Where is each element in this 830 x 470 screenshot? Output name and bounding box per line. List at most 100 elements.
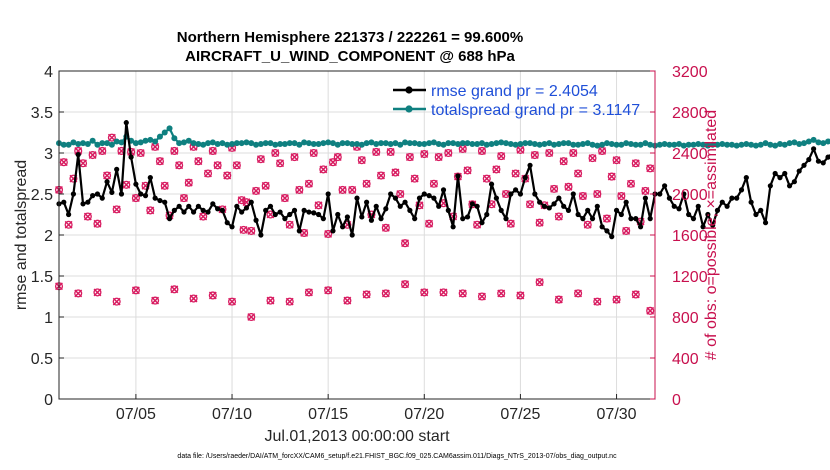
obs-assimilated-marker — [598, 147, 607, 155]
totalspread-point — [233, 140, 240, 147]
obs-possible-marker — [569, 148, 578, 158]
rmse-point — [724, 203, 730, 209]
obs-possible-marker — [612, 156, 621, 165]
obs-assimilated-marker — [612, 156, 621, 165]
obs-possible-marker — [444, 148, 453, 158]
rmse-point — [474, 203, 480, 209]
rmse-point — [618, 211, 624, 218]
obs-possible-marker — [184, 178, 193, 187]
obs-assimilated-marker — [160, 181, 169, 190]
obs-count-marker — [593, 189, 602, 199]
rmse-point — [229, 224, 235, 230]
legend-rmse-marker — [405, 86, 413, 94]
totalspread-point — [570, 141, 577, 148]
obs-possible-marker — [232, 161, 241, 170]
obs-count-marker — [59, 158, 68, 167]
totalspread-point — [469, 140, 476, 147]
totalspread-point — [474, 140, 481, 147]
obs-assimilated-marker — [631, 290, 640, 299]
obs-count-marker — [646, 164, 655, 173]
rmse-point — [114, 166, 120, 172]
obs-count-marker — [511, 169, 520, 178]
totalspread-point — [459, 140, 466, 147]
obs-possible-marker — [401, 280, 410, 289]
totalspread-point — [772, 142, 779, 149]
rmse-point — [546, 205, 552, 211]
obs-assimilated-marker — [550, 184, 558, 193]
totalspread-point — [243, 139, 250, 146]
totalspread-point — [80, 140, 87, 147]
rmse-point — [657, 191, 663, 197]
totalspread-point — [195, 140, 202, 147]
totalspread-point — [637, 141, 644, 148]
totalspread-point — [642, 140, 649, 147]
rmse-point — [508, 191, 514, 197]
obs-count-marker — [401, 239, 410, 248]
rmse-point — [565, 207, 572, 213]
totalspread-point — [690, 141, 697, 148]
rmse-point — [479, 220, 485, 226]
rmse-point — [637, 224, 644, 230]
totalspread-point — [632, 141, 639, 148]
totalspread-point — [171, 135, 178, 142]
obs-count-marker — [324, 229, 333, 239]
totalspread-point — [464, 140, 471, 147]
totalspread-point — [147, 136, 154, 143]
obs-count-marker — [530, 151, 539, 160]
rmse-point — [224, 220, 230, 226]
obs-assimilated-marker — [156, 157, 164, 166]
obs-assimilated-marker — [593, 297, 602, 306]
obs-assimilated-marker — [612, 295, 621, 304]
totalspread-point — [214, 140, 221, 147]
totalspread-point — [555, 140, 562, 147]
obs-assimilated-marker — [79, 159, 87, 168]
obs-possible-marker — [434, 153, 443, 162]
obs-count-marker — [434, 153, 443, 162]
obs-assimilated-marker — [607, 172, 616, 181]
obs-assimilated-marker — [170, 285, 179, 294]
obs-assimilated-marker — [64, 220, 73, 229]
rmse-point — [772, 170, 778, 177]
rmse-point — [440, 187, 447, 193]
totalspread-point — [296, 141, 303, 148]
rmse-point — [195, 203, 201, 209]
x-tick-label: 07/20 — [404, 406, 444, 423]
rmse-point — [66, 211, 72, 218]
obs-assimilated-marker — [151, 142, 160, 151]
rmse-point — [541, 203, 548, 209]
rmse-point — [825, 154, 830, 160]
obs-possible-marker — [290, 153, 299, 162]
obs-count-marker — [425, 219, 434, 228]
totalspread-point — [728, 141, 735, 148]
obs-count-marker — [247, 312, 256, 322]
obs-assimilated-marker — [516, 145, 525, 154]
totalspread-point — [257, 140, 264, 147]
obs-assimilated-marker — [545, 149, 554, 157]
totalspread-point — [238, 140, 245, 147]
totalspread-point — [75, 140, 82, 147]
totalspread-point — [810, 136, 817, 143]
right-tick-label: 800 — [672, 310, 699, 327]
obs-count-marker — [516, 291, 525, 300]
right-tick-label: 2400 — [672, 146, 708, 163]
totalspread-point — [430, 139, 437, 146]
obs-assimilated-marker — [247, 313, 256, 321]
obs-possible-marker — [550, 184, 559, 193]
rmse-point — [609, 234, 615, 240]
obs-count-marker — [227, 297, 237, 306]
rmse-point — [450, 224, 456, 230]
rmse-point — [503, 216, 509, 222]
totalspread-point — [382, 140, 389, 147]
obs-assimilated-marker — [444, 149, 453, 157]
obs-assimilated-marker — [131, 194, 140, 203]
totalspread-point — [152, 138, 159, 145]
obs-possible-marker — [348, 185, 357, 194]
obs-possible-marker — [252, 186, 261, 195]
legend-spread-marker — [405, 105, 413, 113]
obs-possible-marker — [59, 158, 68, 167]
obs-possible-marker — [208, 291, 217, 300]
obs-assimilated-marker — [175, 161, 184, 170]
totalspread-point — [118, 139, 125, 146]
obs-assimilated-marker — [381, 289, 390, 298]
obs-assimilated-marker — [74, 147, 83, 155]
